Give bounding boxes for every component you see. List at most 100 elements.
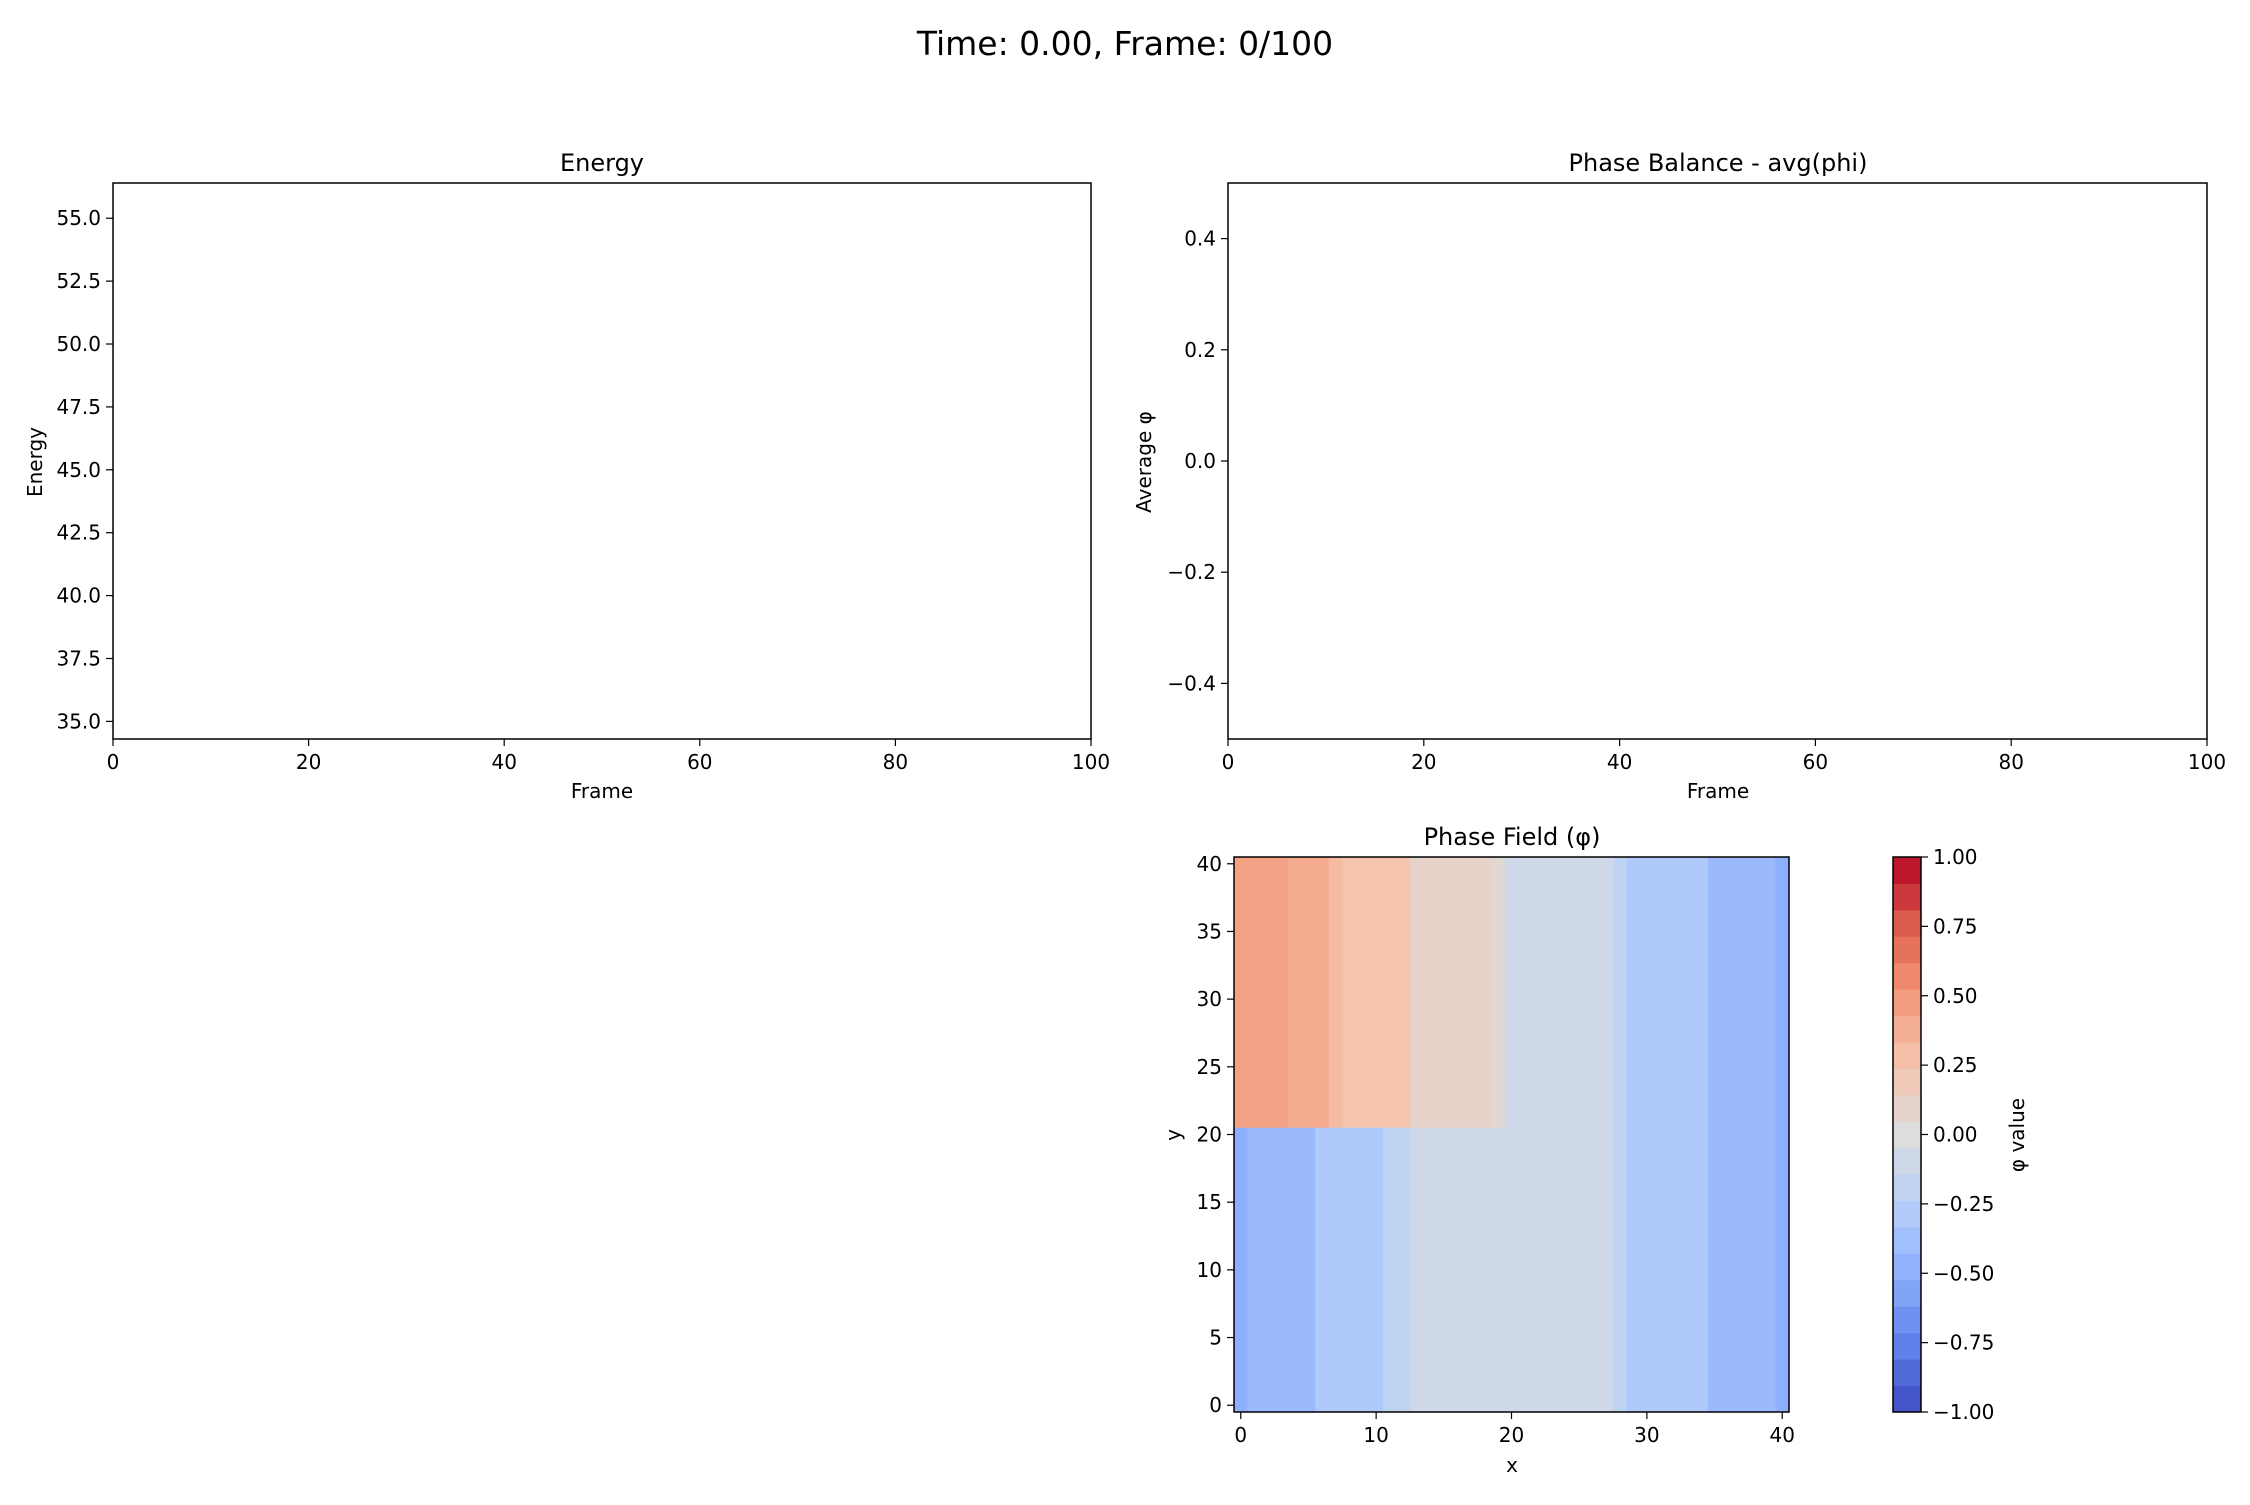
colorbar-band <box>1893 909 1921 937</box>
phase-balance-xtick-label: 20 <box>1411 750 1436 774</box>
colorbar: φ value −1.00 −0.75 −0.50 −0.25 0.00 0.25 0.50… <box>1892 845 2029 1424</box>
energy-xtick-label: 20 <box>296 750 321 774</box>
colorbar-tick-label: −0.50 <box>1933 1261 1994 1285</box>
phase-field-ylabel: y <box>1161 1129 1185 1141</box>
colorbar-tick-label: 0.25 <box>1933 1053 1978 1077</box>
colorbar-band <box>1893 1042 1921 1069</box>
energy-ylabel: Energy <box>23 427 47 497</box>
heatmap-cell <box>1775 857 1790 1129</box>
heatmap-cells <box>1234 857 1790 1413</box>
phase-balance-xlabel: Frame <box>1687 779 1749 803</box>
phase-field-ytick-label: 20 <box>1197 1123 1222 1147</box>
phase-balance-title: Phase Balance - avg(phi) <box>1569 149 1868 177</box>
colorbar-band <box>1893 962 1921 990</box>
colorbar-band <box>1893 1306 1921 1334</box>
heatmap-cell <box>1626 857 1709 1129</box>
heatmap-cell <box>1491 857 1506 1129</box>
phase-field-xtick-label: 10 <box>1363 1423 1388 1447</box>
phase-balance-frame <box>1227 182 2208 740</box>
colorbar-band <box>1893 1385 1921 1413</box>
energy-ytick-label: 47.5 <box>56 395 101 419</box>
colorbar-bands <box>1893 857 1921 1413</box>
energy-xlabel: Frame <box>571 779 633 803</box>
phase-balance-xtick-label: 60 <box>1803 750 1828 774</box>
phase-field-ytick-label: 40 <box>1197 852 1222 876</box>
colorbar-band <box>1893 1332 1921 1360</box>
heatmap-cell <box>1234 857 1289 1129</box>
colorbar-band <box>1893 1015 1921 1043</box>
figure-suptitle: Time: 0.00, Frame: 0/100 <box>916 24 1333 63</box>
phase-balance-xtick-label: 0 <box>1222 750 1235 774</box>
colorbar-band <box>1893 1200 1921 1228</box>
colorbar-tick-label: −0.25 <box>1933 1192 1994 1216</box>
energy-xtick-label: 0 <box>107 750 120 774</box>
colorbar-tick-label: 0.00 <box>1933 1123 1978 1147</box>
phase-balance-ytick-label: −0.2 <box>1167 560 1216 584</box>
colorbar-band <box>1893 857 1921 884</box>
colorbar-band <box>1893 1227 1921 1254</box>
heatmap-cell <box>1342 857 1411 1129</box>
energy-ytick-label: 50.0 <box>56 332 101 356</box>
colorbar-band <box>1893 1121 1921 1149</box>
heatmap-cell <box>1409 857 1492 1129</box>
phase-balance-xtick-label: 80 <box>1998 750 2023 774</box>
energy-xtick-label: 40 <box>491 750 516 774</box>
heatmap-cell <box>1613 857 1628 1129</box>
colorbar-band <box>1893 936 1921 964</box>
energy-xtick-label: 80 <box>883 750 908 774</box>
colorbar-band <box>1893 1359 1921 1387</box>
heatmap-cell <box>1382 1127 1411 1413</box>
energy-ytick-label: 42.5 <box>56 521 101 545</box>
phase-balance-xtick-label: 100 <box>2188 750 2226 774</box>
phase-field-xtick-label: 30 <box>1634 1423 1659 1447</box>
phase-balance-ytick-label: 0.0 <box>1184 449 1216 473</box>
colorbar-band <box>1893 1147 1921 1175</box>
energy-xtick-label: 60 <box>687 750 712 774</box>
heatmap-cell <box>1707 857 1776 1129</box>
energy-ytick-label: 45.0 <box>56 458 101 482</box>
phase-balance-ytick-label: 0.2 <box>1184 338 1216 362</box>
heatmap-cell <box>1247 1127 1316 1413</box>
phase-balance-ylabel: Average φ <box>1132 411 1156 513</box>
energy-frame <box>112 182 1092 740</box>
phase-field-ytick-label: 5 <box>1209 1326 1222 1350</box>
energy-ytick-label: 37.5 <box>56 646 101 670</box>
colorbar-tick-label: −0.75 <box>1933 1331 1994 1355</box>
energy-ytick-label: 40.0 <box>56 584 101 608</box>
phase-field-ytick-label: 15 <box>1197 1190 1222 1214</box>
energy-ytick-label: 55.0 <box>56 206 101 230</box>
heatmap-cell <box>1504 857 1614 1129</box>
colorbar-tick-label: −1.00 <box>1933 1400 1994 1424</box>
phase-field-ytick-label: 25 <box>1197 1055 1222 1079</box>
energy-ytick-label: 35.0 <box>56 709 101 733</box>
colorbar-band <box>1893 1279 1921 1307</box>
phase-field-xtick-label: 0 <box>1234 1423 1247 1447</box>
phase-balance-ytick-label: −0.4 <box>1167 671 1216 695</box>
phase-field-axes: Phase Field (φ) x y 0 10 20 30 40 0 5 10 15 20 25 3… <box>1161 823 1795 1477</box>
colorbar-band <box>1893 1068 1921 1096</box>
heatmap-cell <box>1234 1127 1249 1413</box>
colorbar-band <box>1893 1174 1921 1202</box>
phase-field-xlabel: x <box>1506 1453 1518 1477</box>
heatmap-cell <box>1409 1127 1614 1413</box>
heatmap-cell <box>1626 1127 1709 1413</box>
colorbar-band <box>1893 989 1921 1017</box>
phase-field-xtick-label: 40 <box>1770 1423 1795 1447</box>
colorbar-tick-label: 1.00 <box>1933 845 1978 869</box>
phase-balance-axes: Phase Balance - avg(phi) Frame Average φ… <box>1132 149 2226 803</box>
colorbar-band <box>1893 1094 1921 1122</box>
heatmap-cell <box>1775 1127 1790 1413</box>
colorbar-band <box>1893 883 1921 911</box>
phase-balance-ytick-label: 0.4 <box>1184 227 1216 251</box>
colorbar-tick-label: 0.50 <box>1933 984 1978 1008</box>
energy-title: Energy <box>560 149 644 177</box>
energy-axes: Energy Frame Energy 0 20 40 60 80 100 35.0 37.5… <box>23 149 1110 803</box>
phase-field-ytick-label: 35 <box>1197 919 1222 943</box>
colorbar-label: φ value <box>2005 1098 2029 1172</box>
colorbar-tick-label: 0.75 <box>1933 914 1978 938</box>
phase-balance-xtick-label: 40 <box>1607 750 1632 774</box>
colorbar-band <box>1893 1253 1921 1281</box>
energy-ytick-label: 52.5 <box>56 269 101 293</box>
phase-field-ytick-label: 10 <box>1197 1258 1222 1282</box>
